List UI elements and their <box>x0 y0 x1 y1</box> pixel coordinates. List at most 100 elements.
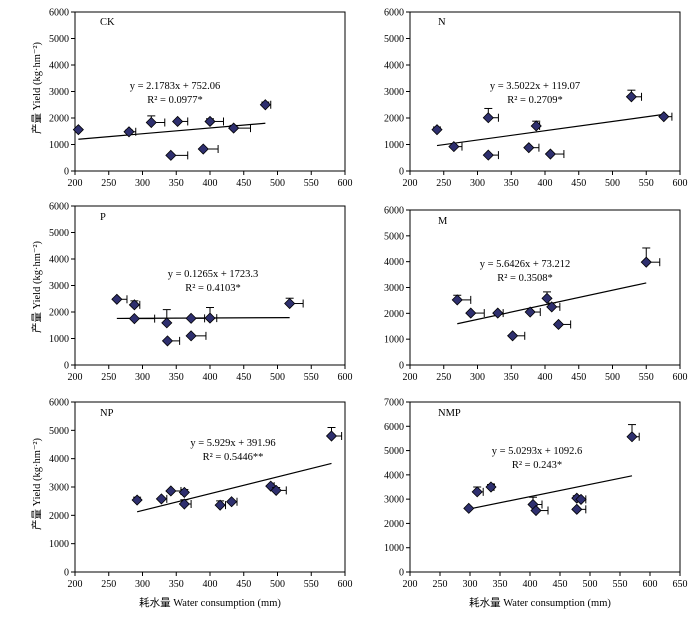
x-tick-label: 500 <box>583 579 598 590</box>
data-point <box>155 493 167 505</box>
data-point <box>625 91 637 103</box>
x-tick-label: 300 <box>463 579 478 590</box>
x-tick-label: 250 <box>436 372 451 383</box>
y-tick-label: 4000 <box>384 61 404 72</box>
panel-label: NP <box>100 408 114 419</box>
x-tick-label: 650 <box>673 579 688 590</box>
r-squared: R² = 0.5446** <box>203 452 264 463</box>
data-point <box>165 485 177 497</box>
y-tick-label: 4000 <box>49 255 69 266</box>
x-tick-label: 500 <box>270 178 285 189</box>
data-point <box>544 148 556 160</box>
data-point <box>204 312 216 324</box>
x-tick-label: 300 <box>135 372 150 383</box>
x-tick-label: 200 <box>68 178 83 189</box>
y-tick-label: 1000 <box>384 543 404 554</box>
x-tick-label: 350 <box>493 579 508 590</box>
panel-m: 200 250 300 350 400 450 500 550 6000100020003000… <box>384 206 688 384</box>
plot-frame <box>409 209 681 366</box>
y-tick-label: 0 <box>399 361 404 372</box>
y-tick-label: 3000 <box>384 283 404 294</box>
y-tick-label: 6000 <box>49 398 69 409</box>
x-tick-label: 550 <box>613 579 628 590</box>
x-tick-label: 600 <box>338 178 353 189</box>
panel-ck: 200 250 300 350 400 450 500 550 6000100020003000… <box>49 8 353 190</box>
data-point <box>161 335 174 347</box>
x-tick-label: 250 <box>101 372 116 383</box>
y-tick-label: 3000 <box>384 495 404 506</box>
x-tick-label: 450 <box>236 372 251 383</box>
panel-label: M <box>438 216 448 227</box>
panel-nmp: 200 250 300 350 400 450 500 550 600 650 0 1000 2000 3… <box>384 398 688 591</box>
data-point <box>128 299 140 311</box>
regression-equation: y = 0.1265x + 1723.3 <box>168 269 259 280</box>
trend-line <box>468 475 633 510</box>
y-tick-label: 4000 <box>49 61 69 72</box>
y-tick-label: 4000 <box>384 257 404 268</box>
x-tick-label: 450 <box>236 579 251 590</box>
regression-equation: y = 2.1783x + 752.06 <box>130 81 221 92</box>
y-tick-label: 1000 <box>384 140 404 151</box>
plot-frame <box>409 401 681 573</box>
data-point <box>185 330 197 342</box>
y-tick-label: 4000 <box>49 454 69 465</box>
y-tick-label: 1000 <box>49 539 69 550</box>
y-tick-label: 0 <box>64 568 69 579</box>
y-tick-label: 2000 <box>49 114 69 125</box>
data-point <box>131 494 143 506</box>
data-point <box>523 142 535 154</box>
panel-label: CK <box>100 17 115 28</box>
data-point <box>165 149 177 161</box>
data-point <box>145 116 157 129</box>
y-tick-label: 6000 <box>384 8 404 19</box>
data-point <box>492 307 504 319</box>
data-point <box>507 330 519 342</box>
data-point <box>72 124 84 136</box>
x-tick-label: 450 <box>571 372 586 383</box>
data-point <box>448 141 460 153</box>
y-tick-label: 2000 <box>49 511 69 522</box>
x-tick-label: 550 <box>639 178 654 189</box>
x-tick-label: 550 <box>304 372 319 383</box>
x-tick-label: 200 <box>403 372 418 383</box>
data-point <box>185 312 197 324</box>
data-point <box>178 486 190 498</box>
y-tick-label: 5000 <box>49 228 69 239</box>
data-point <box>471 486 483 498</box>
x-tick-label: 200 <box>403 178 418 189</box>
y-tick-label: 3000 <box>49 483 69 494</box>
data-point <box>284 297 296 310</box>
data-point <box>259 99 271 111</box>
data-point <box>524 306 536 318</box>
y-tick-label: 5000 <box>384 231 404 242</box>
x-tick-label: 300 <box>135 579 150 590</box>
x-tick-label: 200 <box>68 372 83 383</box>
x-tick-label: 200 <box>68 579 83 590</box>
y-tick-label: 3000 <box>384 87 404 98</box>
x-tick-label: 400 <box>538 178 553 189</box>
trend-line <box>136 462 332 513</box>
data-point <box>530 120 542 132</box>
y-tick-label: 0 <box>64 167 69 178</box>
r-squared: R² = 0.2709* <box>507 95 562 106</box>
y-tick-label: 2000 <box>384 309 404 320</box>
data-point <box>482 112 494 124</box>
y-tick-label: 5000 <box>49 34 69 45</box>
x-tick-label: 600 <box>673 178 688 189</box>
data-point <box>451 294 463 306</box>
data-point <box>640 256 652 268</box>
trend-line <box>436 113 664 147</box>
x-tick-label: 600 <box>673 372 688 383</box>
regression-equation: y = 5.0293x + 1092.6 <box>492 446 583 457</box>
regression-equation: y = 5.6426x + 73.212 <box>480 259 571 270</box>
y-tick-label: 0 <box>399 568 404 579</box>
data-point <box>325 430 338 442</box>
x-axis-title-right: 耗水量 Water consumption (mm) <box>469 597 611 609</box>
plot-frame <box>74 401 346 573</box>
x-tick-label: 300 <box>470 178 485 189</box>
data-point <box>161 317 173 329</box>
y-tick-label: 6000 <box>384 422 404 433</box>
panel-label: N <box>438 17 446 28</box>
x-tick-label: 400 <box>203 178 218 189</box>
